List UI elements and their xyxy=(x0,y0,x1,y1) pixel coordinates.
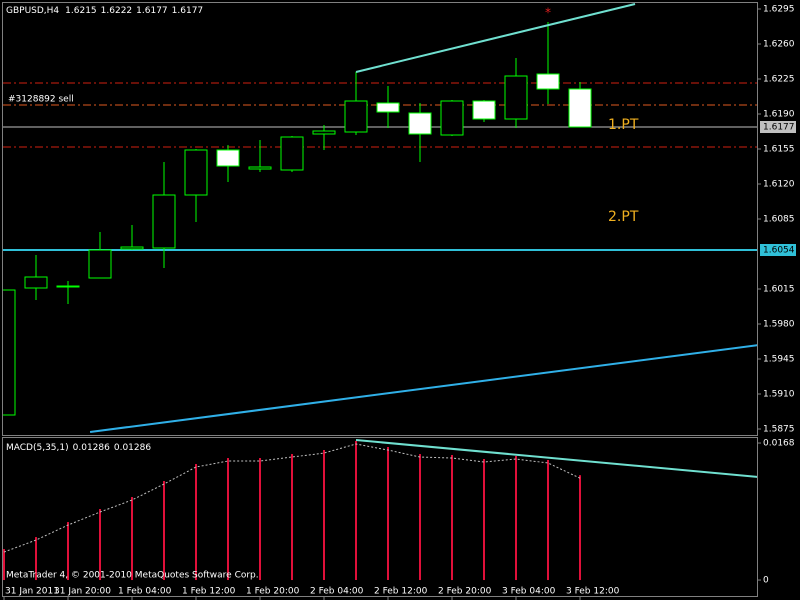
x-tick-label: 2 Feb 04:00 xyxy=(310,587,364,597)
x-tick-label: 3 Feb 12:00 xyxy=(566,587,620,597)
y-tick-label: 0 xyxy=(763,576,769,586)
y-tick-label: 1.5945 xyxy=(763,355,795,365)
x-tick-label: 1 Feb 12:00 xyxy=(182,587,236,597)
x-tick-label: 31 Jan 2011 xyxy=(5,587,59,597)
trendline xyxy=(355,3,636,73)
candle-body xyxy=(280,136,304,171)
y-tick-label: 1.6225 xyxy=(763,75,795,85)
candle-body xyxy=(184,149,208,196)
macd-value: 0.01286 xyxy=(73,443,110,453)
x-tick-label: 1 Feb 20:00 xyxy=(246,587,300,597)
price-tag-label: 1.6177 xyxy=(763,123,795,133)
candle-body xyxy=(152,194,176,249)
x-tick-label: 1 Feb 04:00 xyxy=(118,587,172,597)
y-tick-label: 1.6015 xyxy=(763,285,795,295)
candle-body xyxy=(312,130,336,135)
order-label: #3128892 sell xyxy=(8,95,74,105)
x-tick-label: 31 Jan 20:00 xyxy=(54,587,111,597)
indicator: MACD(5,35,1) xyxy=(6,443,69,453)
y-tick-label: 1.6190 xyxy=(763,110,795,120)
trendline xyxy=(355,439,757,478)
candle-body xyxy=(472,100,496,120)
candle-body xyxy=(536,73,560,90)
candle-body xyxy=(120,246,144,250)
candle-body xyxy=(344,100,368,133)
axes: 1.6295 1.6260 1.6225 1.6190 1.6155 1.6120 1.60… xyxy=(3,5,795,600)
main-plot xyxy=(3,3,757,433)
ohlc-low: 1.6177 xyxy=(136,6,168,16)
price-tag-label: 1.6054 xyxy=(763,246,795,256)
ohlc-open: 1.6215 xyxy=(65,6,97,16)
y-tick-label: 1.5980 xyxy=(763,320,795,330)
y-tick-label: 1.6120 xyxy=(763,180,795,190)
y-tick-label: 1.6295 xyxy=(763,5,795,15)
chart-title: GBPUSD,H4 1.6215 1.6222 1.6177 1.6177 xyxy=(6,6,203,16)
annotation: * xyxy=(545,6,551,20)
footer: MetaTrader 4, © 2001-2010 MetaQuotes Sof… xyxy=(6,571,259,581)
signal-value: 0.01286 xyxy=(114,443,151,453)
y-tick-label: 1.5875 xyxy=(763,425,795,435)
y-tick-label: 0.0168 xyxy=(763,439,795,449)
y-tick-label: 1.5910 xyxy=(763,390,795,400)
x-tick-label: 3 Feb 04:00 xyxy=(502,587,556,597)
macd-title: MACD(5,35,1) 0.01286 0.01286 xyxy=(6,443,151,453)
candle-body xyxy=(3,289,16,416)
trendline xyxy=(89,344,757,433)
macd-plot xyxy=(3,439,757,581)
candle-body xyxy=(376,102,400,113)
price-tag xyxy=(760,244,796,256)
candle-body xyxy=(24,276,48,289)
y-tick-label: 1.6085 xyxy=(763,215,795,225)
y-tick-label: 1.6155 xyxy=(763,145,795,155)
annotation: 1.PT xyxy=(608,117,639,133)
candle-body xyxy=(408,112,432,135)
candle-body xyxy=(568,88,592,128)
price-tag xyxy=(760,121,796,133)
x-tick-label: 2 Feb 20:00 xyxy=(438,587,492,597)
ohlc-high: 1.6222 xyxy=(101,6,133,16)
x-tick-label: 2 Feb 12:00 xyxy=(374,587,428,597)
ohlc-close: 1.6177 xyxy=(172,6,204,16)
candle-body xyxy=(504,75,528,120)
macd-panel xyxy=(2,437,758,597)
signal-line xyxy=(3,443,581,553)
y-tick-label: 1.6260 xyxy=(763,40,795,50)
candle-body xyxy=(216,149,240,167)
candle-body xyxy=(440,100,464,136)
symbol: GBPUSD,H4 xyxy=(6,6,59,16)
candle-body xyxy=(56,285,80,288)
candle-body xyxy=(248,166,272,170)
candle-body xyxy=(88,249,112,279)
annotation: 2.PT xyxy=(608,209,639,225)
